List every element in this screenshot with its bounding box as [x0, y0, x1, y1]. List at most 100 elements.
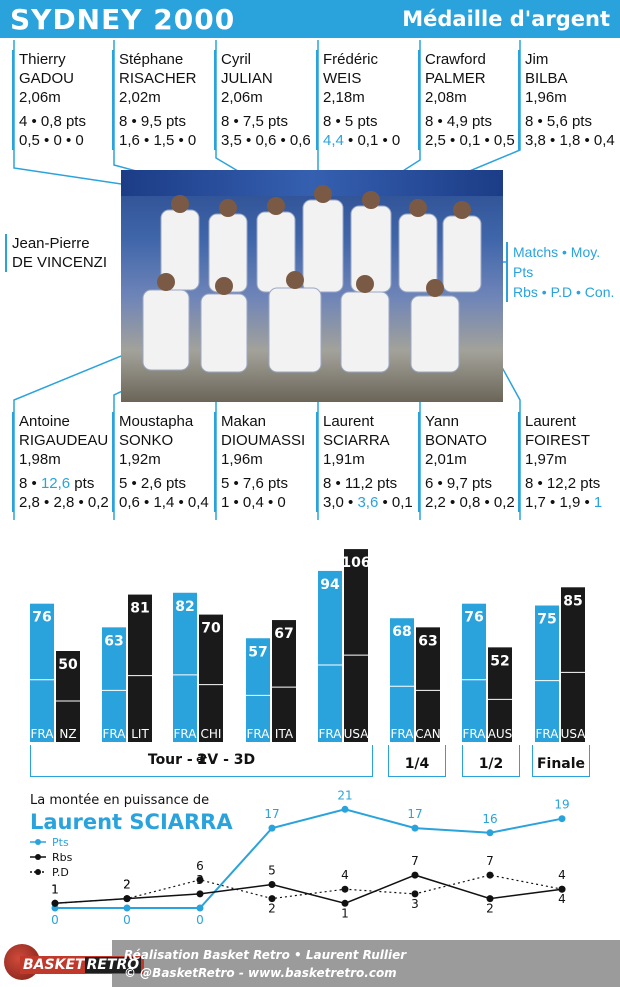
series-value-label: 21 — [337, 790, 352, 802]
player-stats-line2: 0,6 • 1,4 • 0,4 — [119, 494, 209, 511]
player-card: Makan DIOUMASSI 1,96m 5 • 7,6 pts 1 • 0,… — [214, 412, 318, 512]
player-first-name: Thierry — [19, 51, 66, 68]
player-stats-line2: 3,5 • 0,6 • 0,6 — [221, 132, 311, 149]
player-last-name: JULIAN — [221, 70, 273, 87]
player-stats-line1: 6 • 9,7 pts — [425, 475, 492, 492]
player-first-name: Makan — [221, 413, 267, 430]
bar-fra — [390, 618, 414, 742]
series-value-label: 5 — [268, 864, 276, 878]
player-height: 2,02m — [119, 89, 161, 106]
bar-value-opponent: 67 — [274, 626, 293, 642]
series-point — [486, 829, 494, 837]
stats-part: • 0,1 — [378, 494, 413, 511]
player-stats-line2: 2,8 • 2,8 • 0,2 — [19, 494, 109, 511]
stats-legend: Matchs • Moy. Pts Rbs • P.D • Con. — [506, 242, 620, 302]
bar-fra — [246, 638, 270, 742]
player-last-name: DIOUMASSI — [221, 432, 306, 449]
bar-value-opponent: 85 — [563, 593, 582, 609]
series-point — [341, 885, 349, 893]
series-value-label: 2 — [123, 878, 131, 892]
stage-bracket-semi: 1/2 — [462, 745, 520, 777]
series-point — [558, 815, 566, 823]
bar-value-fra: 63 — [104, 633, 123, 649]
legend-marker — [35, 839, 41, 845]
series-value-label: 17 — [407, 807, 422, 821]
player-last-name: RISACHER — [119, 70, 197, 87]
series-value-label: 0 — [196, 913, 204, 927]
series-value-label: 17 — [264, 807, 279, 821]
bar-label-opponent: AUS — [488, 727, 513, 741]
bar-label-fra: FRA — [174, 727, 198, 741]
credit-line-2: © @BasketRetro - www.basketretro.com — [124, 966, 397, 980]
stage-label: Finale — [536, 756, 586, 772]
bar-label-opponent: CAN — [415, 727, 441, 741]
player-stats-line1: 8 • 9,5 pts — [119, 113, 186, 130]
bar-opponent — [561, 587, 585, 742]
logo-word-retro: RETRO — [84, 957, 142, 973]
bar-fra — [535, 605, 559, 742]
player-height: 1,96m — [221, 451, 263, 468]
legend-label: Pts — [52, 836, 69, 849]
progress-caption: La montée en puissance de — [30, 793, 210, 808]
team-photo-figures — [142, 185, 482, 373]
credit-line-1: Réalisation Basket Retro • Laurent Rulli… — [124, 948, 407, 962]
bar-fra — [462, 603, 486, 742]
series-point — [411, 871, 419, 879]
player-height: 1,92m — [119, 451, 161, 468]
series-value-label: 7 — [486, 854, 494, 868]
player-stats-line2: 1,7 • 1,9 • 1 — [525, 493, 620, 512]
stage-label-sup: er — [196, 755, 207, 766]
bar-value-opponent: 52 — [490, 653, 509, 669]
player-height: 1,97m — [525, 451, 567, 468]
series-value-label: 16 — [482, 812, 497, 826]
player-card: Jim BILBA 1,96m 8 • 5,6 pts 3,8 • 1,8 • … — [518, 50, 620, 150]
bar-label-fra: FRA — [103, 727, 127, 741]
bar-opponent — [56, 651, 80, 742]
bar-value-opponent: 50 — [58, 657, 78, 673]
series-value-label: 6 — [196, 859, 204, 873]
bar-label-opponent: CHI — [201, 727, 222, 741]
stats-part: pts — [70, 475, 95, 492]
player-stats-line2: 3,0 • 3,6 • 0,1 — [323, 493, 420, 512]
bar-label-opponent: NZ — [59, 727, 76, 741]
series-point — [196, 890, 204, 898]
player-stats-line1: 8 • 11,2 pts — [323, 475, 398, 492]
player-last-name: SCIARRA — [323, 432, 390, 449]
team-photo — [121, 170, 503, 402]
bar-label-opponent: USA — [561, 727, 587, 741]
bar-value-fra: 94 — [320, 577, 340, 593]
bar-label-opponent: ITA — [275, 727, 294, 741]
series-value-label: 2 — [123, 878, 131, 892]
highlight-value: 4,4 — [323, 132, 344, 149]
player-first-name: Jim — [525, 51, 549, 68]
stats-part: 8 • — [19, 475, 41, 492]
player-first-name: Laurent — [323, 413, 374, 430]
header-bar: SYDNEY 2000 Médaille d'argent — [0, 0, 620, 38]
legend-marker — [35, 869, 41, 875]
bar-fra — [173, 592, 197, 742]
player-stats-line1: 8 • 5,6 pts — [525, 113, 592, 130]
bar-label-fra: FRA — [536, 727, 560, 741]
player-height: 1,96m — [525, 89, 567, 106]
series-value-label: 4 — [341, 868, 349, 882]
legend-label: P.D — [52, 866, 69, 879]
player-height: 1,98m — [19, 451, 61, 468]
player-stats-line1: 8 • 7,5 pts — [221, 113, 288, 130]
player-first-name: Moustapha — [119, 413, 194, 430]
series-point — [411, 824, 419, 832]
series-value-label: 2 — [268, 902, 276, 916]
series-value-label: 4 — [558, 868, 566, 882]
series-value-label: 0 — [123, 913, 131, 927]
series-value-label: 0 — [51, 913, 59, 927]
bar-label-fra: FRA — [391, 727, 415, 741]
coach-last-name: DE VINCENZI — [12, 254, 108, 271]
bar-label-opponent: USA — [344, 727, 370, 741]
series-point — [123, 895, 131, 903]
series-point — [196, 904, 204, 912]
bar-value-fra: 76 — [464, 610, 483, 626]
stats-legend-line2: Rbs • P.D • Con. — [513, 284, 615, 300]
stage-bracket-final: Finale — [532, 745, 590, 777]
player-stats-line1: 8 • 12,2 pts — [525, 475, 601, 492]
bar-opponent — [344, 549, 368, 742]
series-point — [486, 895, 494, 903]
